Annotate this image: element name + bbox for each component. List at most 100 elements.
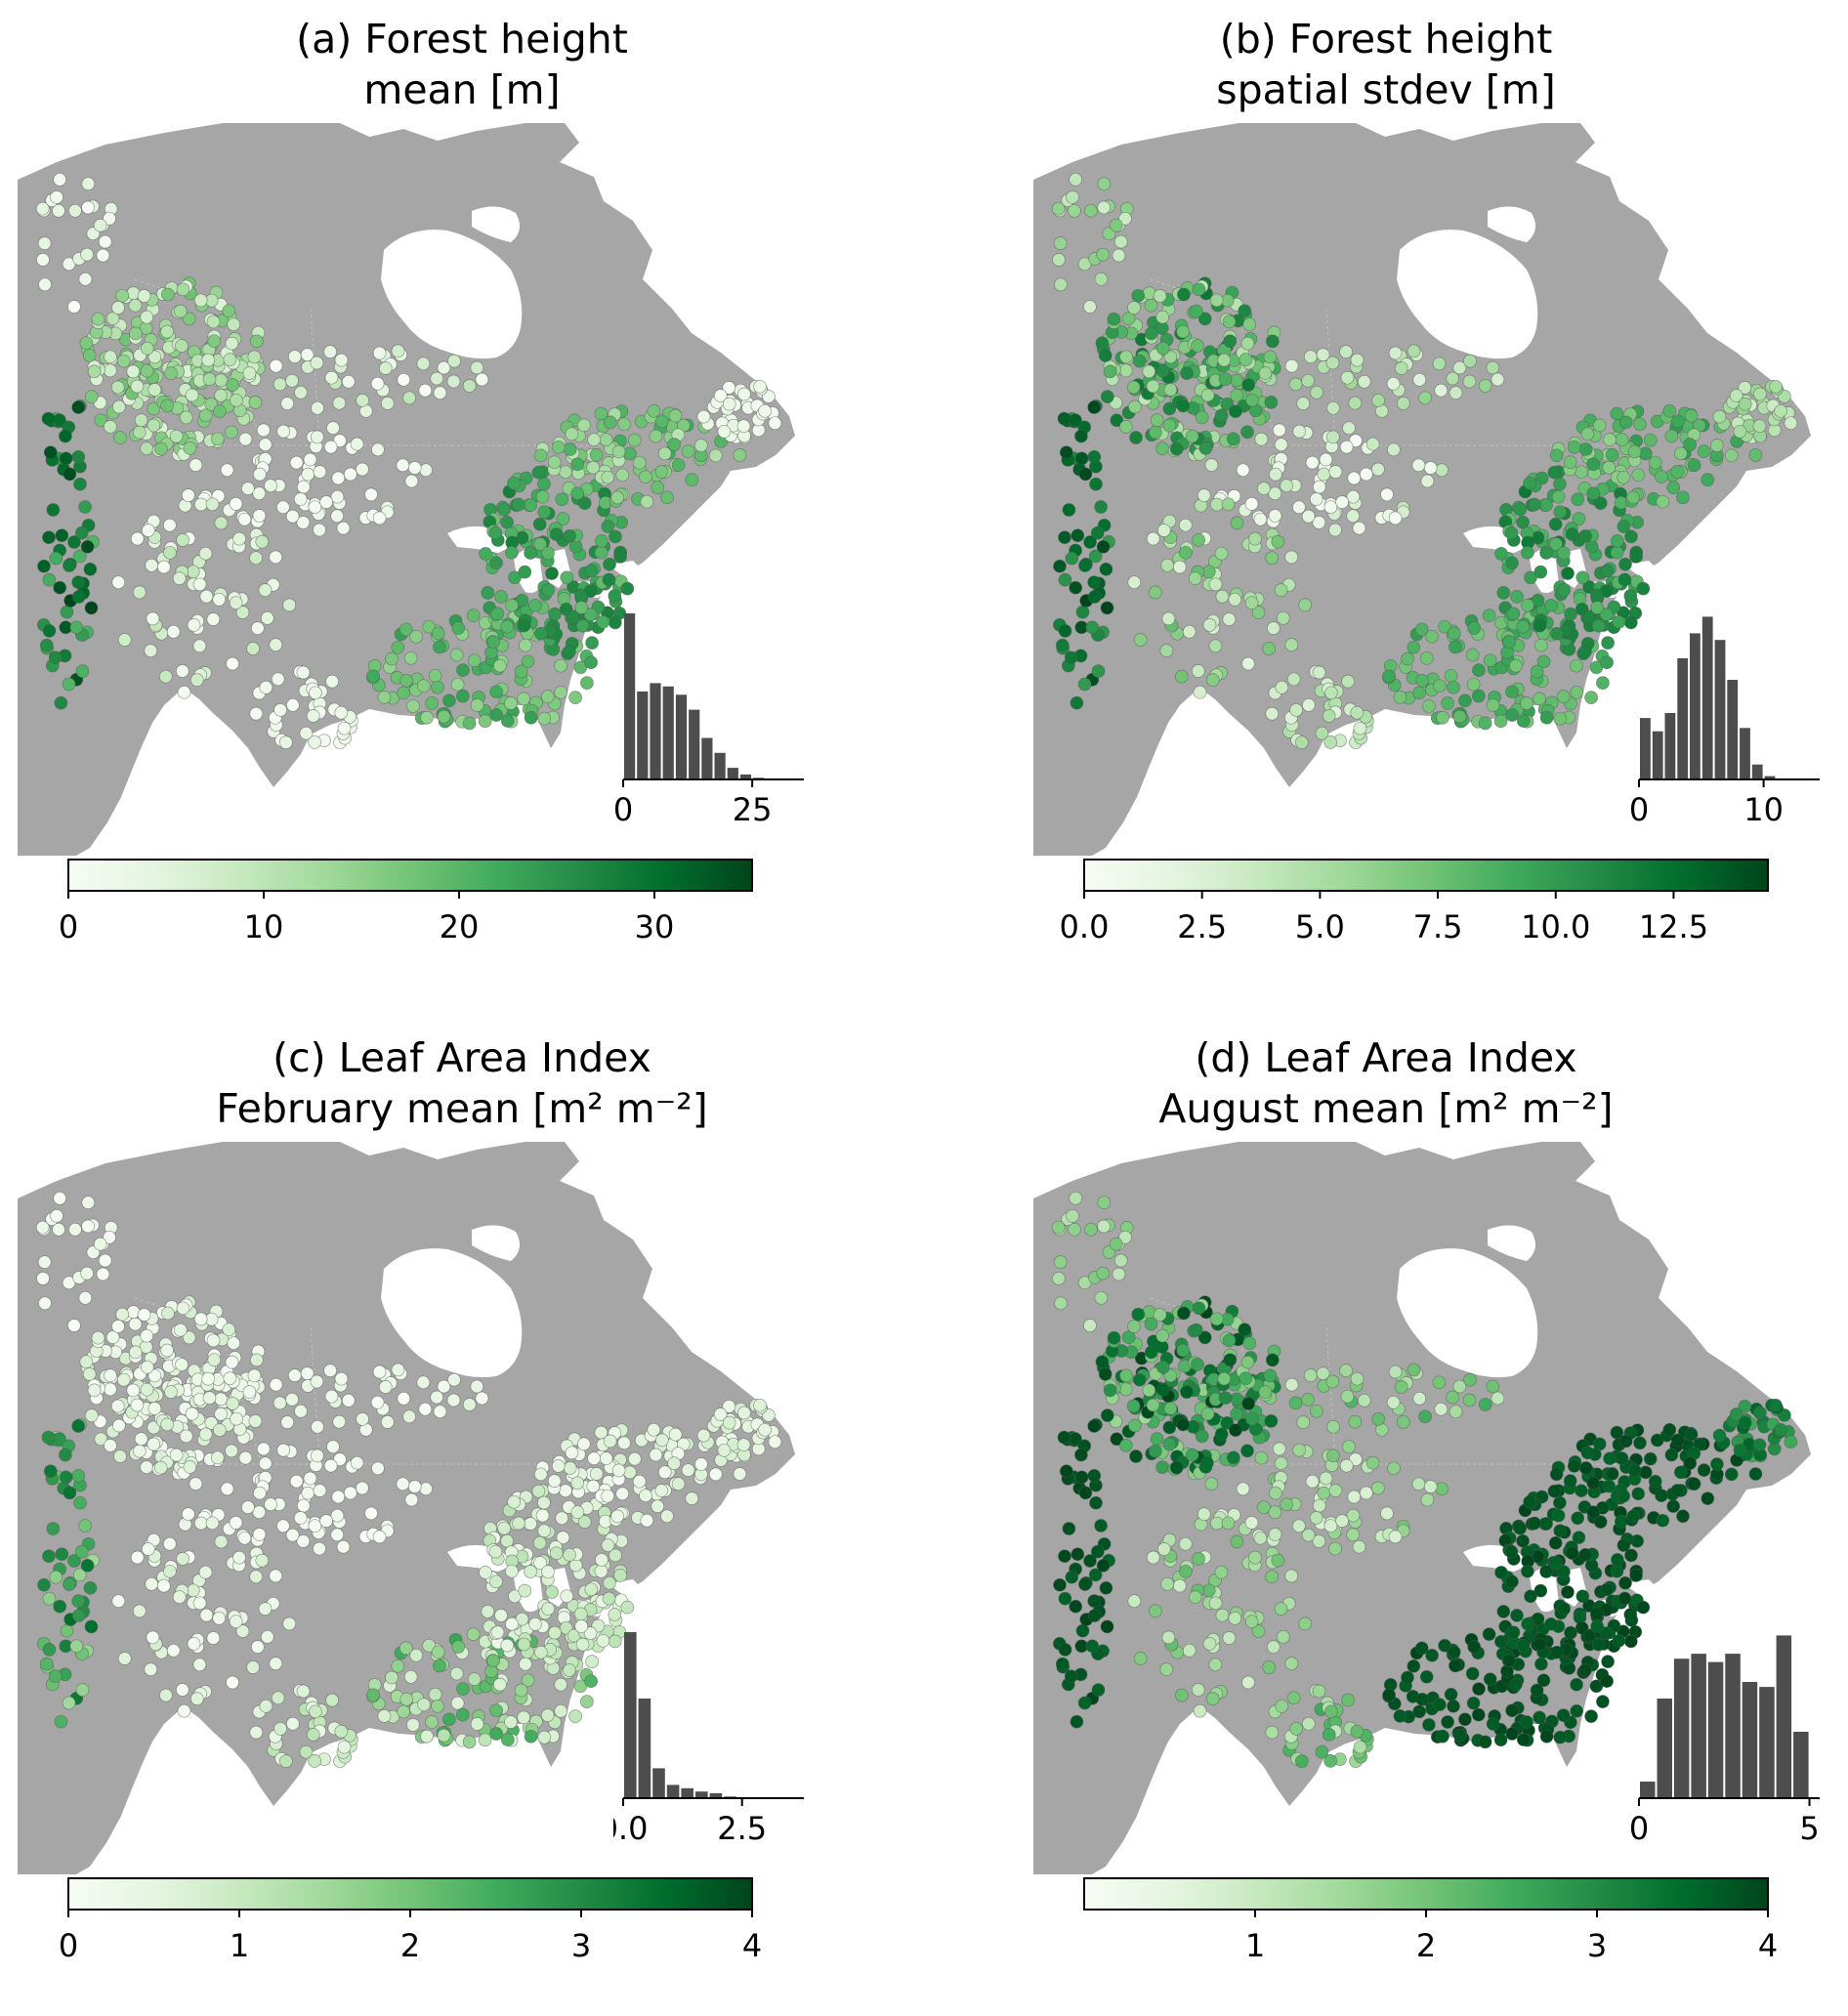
site-point — [1662, 1422, 1677, 1437]
site-point — [264, 1497, 277, 1512]
site-point — [406, 1718, 420, 1732]
site-point — [269, 1657, 283, 1670]
site-point — [595, 534, 609, 548]
site-point — [524, 710, 538, 725]
site-point — [78, 1519, 92, 1533]
site-point — [1248, 1550, 1262, 1565]
site-point — [1312, 480, 1326, 494]
site-point — [1089, 477, 1103, 491]
site-point — [450, 677, 465, 692]
site-point — [94, 413, 108, 428]
site-point — [1547, 465, 1562, 480]
site-point — [1191, 664, 1205, 678]
site-point — [110, 1399, 125, 1413]
site-point — [685, 1491, 699, 1505]
site-point — [620, 581, 635, 596]
site-point — [1310, 1404, 1323, 1418]
site-point — [449, 648, 464, 662]
site-point — [456, 1682, 470, 1696]
site-point — [1198, 1460, 1213, 1474]
site-point — [580, 676, 594, 690]
site-point — [1339, 1364, 1353, 1377]
site-point — [42, 1643, 57, 1657]
site-point — [1629, 1569, 1643, 1582]
site-point — [507, 1494, 521, 1509]
site-point — [489, 556, 503, 570]
site-point — [1605, 448, 1619, 462]
site-point — [1097, 1196, 1112, 1210]
site-point — [1463, 354, 1477, 368]
site-point — [1177, 287, 1191, 302]
site-point — [1342, 1440, 1356, 1454]
site-point — [584, 564, 599, 578]
site-point — [310, 356, 324, 370]
site-point — [371, 442, 385, 457]
site-point — [1075, 605, 1090, 619]
site-point — [1539, 1565, 1553, 1578]
site-point — [1150, 413, 1164, 427]
histogram: 0.02.5 — [613, 1632, 804, 1847]
site-point — [1676, 1509, 1690, 1524]
site-point — [137, 1308, 151, 1322]
site-point — [713, 1407, 728, 1421]
site-point — [1153, 289, 1167, 303]
border-lines — [1150, 1297, 1619, 1475]
site-point — [1159, 644, 1174, 657]
site-point — [145, 558, 159, 572]
site-point — [1553, 1524, 1568, 1538]
site-point — [144, 1662, 158, 1676]
site-point — [330, 489, 345, 504]
map — [18, 123, 795, 856]
site-point — [430, 1390, 444, 1405]
site-point — [1155, 310, 1170, 324]
site-point — [1268, 1505, 1282, 1520]
site-point — [334, 1371, 349, 1386]
site-point — [67, 1554, 81, 1568]
site-point — [1078, 559, 1092, 572]
site-point — [1188, 571, 1202, 585]
site-point — [1248, 531, 1262, 546]
site-point — [280, 397, 295, 410]
colorbar-tick-label: 2.5 — [1177, 908, 1227, 945]
site-point — [1544, 1617, 1558, 1631]
site-point — [1200, 1407, 1215, 1421]
site-point — [325, 1693, 339, 1707]
site-point — [377, 691, 392, 704]
colorbar-tick-label: 12.5 — [1639, 908, 1708, 945]
site-point — [1638, 446, 1653, 461]
site-point — [442, 693, 456, 708]
site-point — [140, 363, 154, 378]
site-point — [356, 1412, 369, 1426]
site-point — [481, 1605, 495, 1618]
site-point — [1411, 1477, 1426, 1491]
site-point — [1553, 505, 1568, 520]
site-point — [249, 334, 264, 349]
site-point — [1365, 1455, 1380, 1470]
site-point — [1425, 629, 1439, 644]
site-point — [205, 1516, 220, 1531]
site-point — [144, 644, 158, 657]
site-point — [1129, 431, 1143, 444]
site-point — [478, 714, 492, 729]
site-point — [35, 1220, 50, 1235]
site-point — [1144, 326, 1158, 341]
site-point — [431, 626, 445, 641]
site-point — [385, 651, 399, 666]
site-point — [249, 1353, 264, 1367]
site-point — [175, 339, 189, 353]
site-point — [1346, 489, 1361, 504]
site-point — [1419, 651, 1434, 665]
site-point — [1348, 1414, 1363, 1429]
site-point — [1178, 1536, 1193, 1551]
site-point — [1053, 236, 1068, 250]
site-point — [1769, 379, 1783, 394]
site-point — [758, 403, 772, 418]
site-point — [1557, 1602, 1572, 1616]
site-point — [1169, 441, 1184, 456]
site-point — [425, 696, 439, 710]
site-point — [1132, 1372, 1147, 1387]
site-point — [249, 551, 263, 566]
site-point — [1209, 1516, 1224, 1531]
site-point — [372, 1365, 387, 1379]
